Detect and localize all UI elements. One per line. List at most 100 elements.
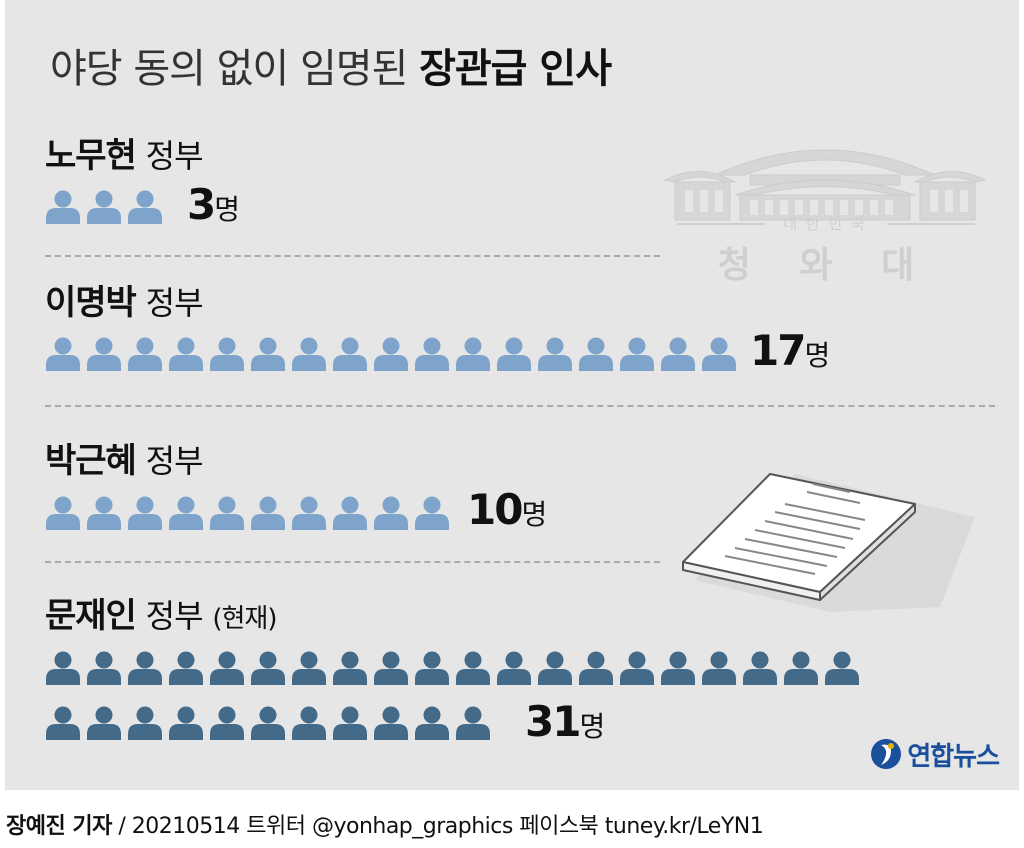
gov-suffix-label: 정부 (145, 137, 204, 175)
person-icon (374, 496, 408, 530)
person-icon (620, 651, 654, 685)
person-icon (374, 337, 408, 371)
row-roh-icons (45, 190, 175, 224)
row-roh-name: 노무현 정부 (45, 128, 204, 177)
person-icon (128, 190, 162, 224)
person-icon (333, 337, 367, 371)
row-park-count: 10명 (467, 485, 547, 534)
person-icon (46, 190, 80, 224)
person-icon (128, 337, 162, 371)
person-icon (743, 651, 777, 685)
person-icon (128, 651, 162, 685)
gov-name-label: 문재인 (45, 596, 137, 636)
title-bold: 장관급 인사 (419, 46, 612, 92)
row-moon-icons-line1 (45, 651, 875, 685)
logo-text: 연합뉴스 (907, 741, 1000, 772)
gov-name-label: 이명박 (45, 283, 137, 323)
gov-name-label: 노무현 (45, 136, 137, 176)
person-icon (415, 651, 449, 685)
person-icon (46, 706, 80, 740)
person-icon (333, 706, 367, 740)
person-icon (46, 651, 80, 685)
person-icon (497, 651, 531, 685)
person-icon (128, 496, 162, 530)
credit-reporter: 장예진 기자 (6, 814, 112, 839)
person-icon (87, 337, 121, 371)
chart-title: 야당 동의 없이 임명된 장관급 인사 (50, 36, 612, 94)
row-lee-count: 17명 (750, 326, 830, 375)
count-unit: 명 (521, 498, 548, 531)
person-icon (251, 706, 285, 740)
count-number: 17 (750, 326, 806, 375)
person-icon (825, 651, 859, 685)
count-unit: 명 (579, 710, 606, 743)
person-icon (210, 706, 244, 740)
gov-suffix-label: 정부 (145, 597, 204, 635)
count-number: 10 (467, 485, 523, 534)
bluehouse-name-label: 청 와 대 (717, 244, 933, 286)
credit-rest: / 20210514 트위터 @yonhap_graphics 페이스북 tun… (118, 814, 764, 839)
person-icon (538, 651, 572, 685)
row-divider (45, 405, 995, 407)
person-icon (456, 337, 490, 371)
person-icon (784, 651, 818, 685)
person-icon (579, 651, 613, 685)
row-divider (45, 255, 660, 257)
document-illustration (682, 473, 975, 612)
person-icon (169, 706, 203, 740)
row-roh-count: 3명 (187, 180, 240, 229)
person-icon (415, 706, 449, 740)
credit-line: 장예진 기자 / 20210514 트위터 @yonhap_graphics 페… (6, 808, 764, 840)
person-icon (251, 651, 285, 685)
person-icon (333, 496, 367, 530)
title-light: 야당 동의 없이 임명된 (50, 46, 408, 92)
bluehouse-illustration (663, 149, 987, 225)
person-icon (87, 651, 121, 685)
yonhap-logo: 연합뉴스 (869, 734, 1000, 774)
person-icon (87, 190, 121, 224)
person-icon (210, 651, 244, 685)
yonhap-logo-icon (871, 739, 902, 769)
gov-note-label: (현재) (212, 604, 277, 634)
person-icon (292, 706, 326, 740)
person-icon (251, 496, 285, 530)
person-icon (46, 337, 80, 371)
row-park-icons (45, 496, 465, 530)
person-icon (210, 337, 244, 371)
infographic-panel: 야당 동의 없이 임명된 장관급 인사 대 한 민 국 청 와 대 노무현 정부 (5, 0, 1019, 790)
row-lee-name: 이명박 정부 (45, 275, 204, 324)
bluehouse-country-label: 대 한 민 국 (783, 215, 867, 233)
person-icon (128, 706, 162, 740)
person-icon (415, 337, 449, 371)
person-icon (497, 337, 531, 371)
row-moon-count: 31명 (525, 697, 605, 746)
gov-name-label: 박근혜 (45, 441, 137, 481)
person-icon (87, 496, 121, 530)
person-icon (661, 651, 695, 685)
person-icon (579, 337, 613, 371)
row-lee-icons (45, 337, 745, 371)
person-icon (292, 496, 326, 530)
count-unit: 명 (214, 193, 240, 226)
count-number: 31 (525, 697, 581, 746)
person-icon (210, 496, 244, 530)
person-icon (333, 651, 367, 685)
person-icon (251, 337, 285, 371)
person-icon (661, 337, 695, 371)
person-icon (702, 337, 736, 371)
person-icon (415, 496, 449, 530)
person-icon (292, 651, 326, 685)
person-icon (374, 706, 408, 740)
person-icon (169, 651, 203, 685)
person-icon (87, 706, 121, 740)
person-icon (456, 706, 490, 740)
count-unit: 명 (804, 339, 831, 372)
person-icon (169, 337, 203, 371)
row-divider (45, 561, 660, 563)
person-icon (374, 651, 408, 685)
gov-suffix-label: 정부 (145, 284, 204, 322)
person-icon (169, 496, 203, 530)
row-moon-name: 문재인 정부 (현재) (45, 588, 278, 637)
person-icon (538, 337, 572, 371)
row-park-name: 박근혜 정부 (45, 433, 204, 482)
